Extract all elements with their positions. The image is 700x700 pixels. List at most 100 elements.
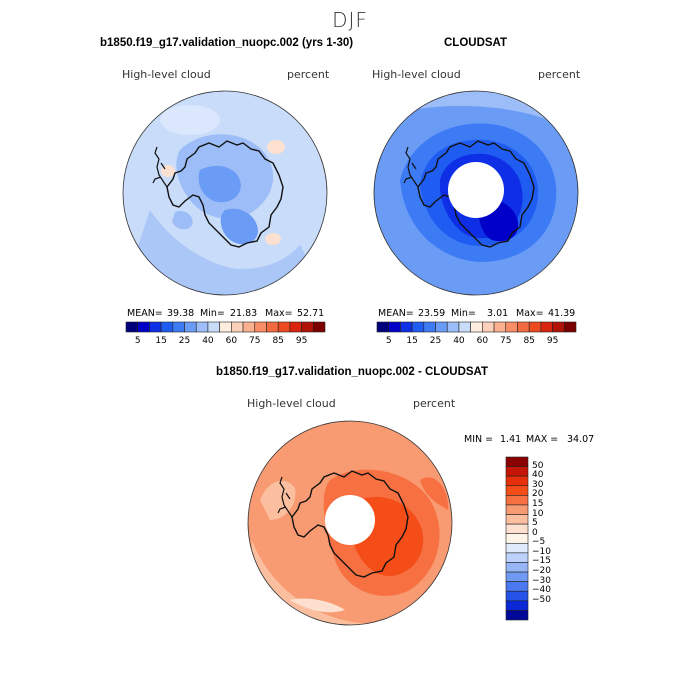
panel1-colorbar-swatch <box>301 321 314 333</box>
panel3-colorbar-swatch <box>505 514 529 525</box>
panel1-colorbar-swatch <box>219 321 232 333</box>
panel1-colorbar-swatch <box>289 321 302 333</box>
panel1-min-label: Min= <box>200 308 225 319</box>
panel3-colorbar-tick-label: 20 <box>532 489 544 500</box>
panel2-colorbar-swatch <box>528 321 542 333</box>
panel2-min-label: Min= <box>451 308 476 319</box>
panel1-colorbar-swatch <box>125 321 139 333</box>
panel3-colorbar-swatch <box>505 495 529 506</box>
panel1-colorbar-tick-label: 15 <box>155 336 167 346</box>
panel2-mean-value: 23.59 <box>418 308 446 319</box>
panel1-colorbar-swatch <box>312 321 326 333</box>
panel2-colorbar-tick-label: 75 <box>500 336 512 346</box>
panel3-title: b1850.f19_g17.validation_nuopc.002 - CLO… <box>216 366 489 378</box>
panel1-colorbar-tick-label: 95 <box>295 336 308 346</box>
panel3-colorbar-tick-label: 5 <box>532 518 538 529</box>
map3-field <box>248 421 452 625</box>
panel3-colorbar-tick-label: −5 <box>532 537 546 548</box>
panel3-colorbar <box>505 456 529 621</box>
panel3-colorbar-tick-label: 15 <box>532 498 544 509</box>
panel3-colorbar-tick-label: 0 <box>532 527 538 538</box>
panel1-colorbar-swatch <box>242 321 256 333</box>
panel2-colorbar-swatch <box>446 321 460 333</box>
panel2-colorbar-swatch <box>470 321 483 333</box>
map1-field <box>123 91 327 295</box>
panel1-title: b1850.f19_g17.validation_nuopc.002 (yrs … <box>100 37 354 49</box>
panel1-colorbar-swatch <box>137 321 150 333</box>
panel3-variable-label: High-level cloud <box>247 397 336 410</box>
panel2-variable-label: High-level cloud <box>372 68 461 81</box>
panel3-colorbar-swatch <box>505 475 529 487</box>
panel1-colorbar-tick-label: 25 <box>178 336 191 346</box>
panel2-colorbar-swatch <box>552 321 565 333</box>
panel2-min-value: 3.01 <box>487 308 509 319</box>
panel3-colorbar-swatch <box>505 504 529 515</box>
panel3-colorbar-swatch <box>505 590 529 602</box>
panel3-colorbar-swatch <box>505 552 529 563</box>
panel3-colorbar-tick-label: −40 <box>532 585 551 596</box>
panel3-colorbar-tick-label: 10 <box>532 508 544 519</box>
panel2-colorbar-swatch <box>423 321 436 333</box>
figure-title: DJF <box>332 8 368 32</box>
panel1-colorbar-swatch <box>149 321 162 333</box>
panel3-colorbar-swatch <box>505 581 529 592</box>
panel2-colorbar-swatch <box>505 321 518 333</box>
panel1-mean-label: MEAN= <box>127 308 163 319</box>
panel1-colorbar-tick-label: 60 <box>225 336 238 346</box>
panel2-colorbar-tick-label: 25 <box>429 336 442 346</box>
panel2-colorbar-swatch <box>517 321 530 333</box>
panel1-colorbar-tick-label: 40 <box>202 336 214 346</box>
panel3-units-label: percent <box>413 397 456 410</box>
panel1-variable-label: High-level cloud <box>122 68 211 81</box>
panel1-colorbar <box>125 321 326 333</box>
panel3-colorbar-swatch <box>505 600 529 611</box>
panel1-colorbar-swatch <box>160 321 174 333</box>
panel1-max-label: Max= <box>265 308 293 319</box>
panel3-colorbar-tick-label: −20 <box>532 566 551 577</box>
panel2-colorbar-tick-label: 95 <box>546 336 559 346</box>
panel2-colorbar-swatch <box>376 321 390 333</box>
panel1-colorbar-tick-label: 75 <box>249 336 261 346</box>
map2-border <box>373 90 579 296</box>
panel1-min-value: 21.83 <box>230 308 258 319</box>
panel2-max-label: Max= <box>516 308 544 319</box>
panel3-colorbar-tick-label: −30 <box>532 575 551 586</box>
panel3-colorbar-tick-label: 30 <box>532 479 544 490</box>
panel2-colorbar-swatch <box>411 321 425 333</box>
panel2-mean-label: MEAN= <box>378 308 414 319</box>
panel3-colorbar-swatch <box>505 485 529 496</box>
panel2-colorbar-tick-label: 60 <box>476 336 489 346</box>
panel2-colorbar-swatch <box>458 321 471 333</box>
panel3-colorbar-tick-label: 40 <box>532 470 544 481</box>
panel1-colorbar-swatch <box>207 321 220 333</box>
panel1-colorbar-swatch <box>254 321 267 333</box>
panel1-colorbar-swatch <box>277 321 291 333</box>
panel2-colorbar-tick-label: 15 <box>406 336 418 346</box>
panel2-title: CLOUDSAT <box>444 37 508 49</box>
panel1-colorbar-tick-label: 85 <box>272 336 284 346</box>
panel1-colorbar-swatch <box>231 321 244 333</box>
panel1-colorbar-swatch <box>266 321 279 333</box>
panel2-colorbar-tick-label: 40 <box>453 336 465 346</box>
panel1-colorbar-swatch <box>172 321 185 333</box>
panel3-colorbar-swatch <box>505 456 529 467</box>
panel3-colorbar-tick-label: −15 <box>532 556 551 567</box>
panel1-colorbar-swatch <box>195 321 209 333</box>
panel3-colorbar-tick-label: −10 <box>532 546 551 557</box>
panel2-colorbar-swatch <box>540 321 553 333</box>
panel3-colorbar-swatch <box>505 533 529 544</box>
panel3-colorbar-swatch <box>505 562 529 573</box>
panel3-colorbar-tick-label: −50 <box>532 594 551 605</box>
panel3-max-value: 34.07 <box>567 434 595 445</box>
map1-border <box>122 90 328 296</box>
panel2-colorbar-swatch <box>482 321 495 333</box>
panel1-colorbar-tick-label: 5 <box>134 336 141 346</box>
panel2-colorbar-swatch <box>400 321 413 333</box>
panel3-colorbar-swatch <box>505 542 529 554</box>
map3-border <box>247 420 453 626</box>
panel1-colorbar-swatch <box>184 321 197 333</box>
panel3-max-label: MAX = <box>526 434 559 445</box>
panel1-units-label: percent <box>287 68 330 81</box>
panel2-colorbar-swatch <box>388 321 401 333</box>
